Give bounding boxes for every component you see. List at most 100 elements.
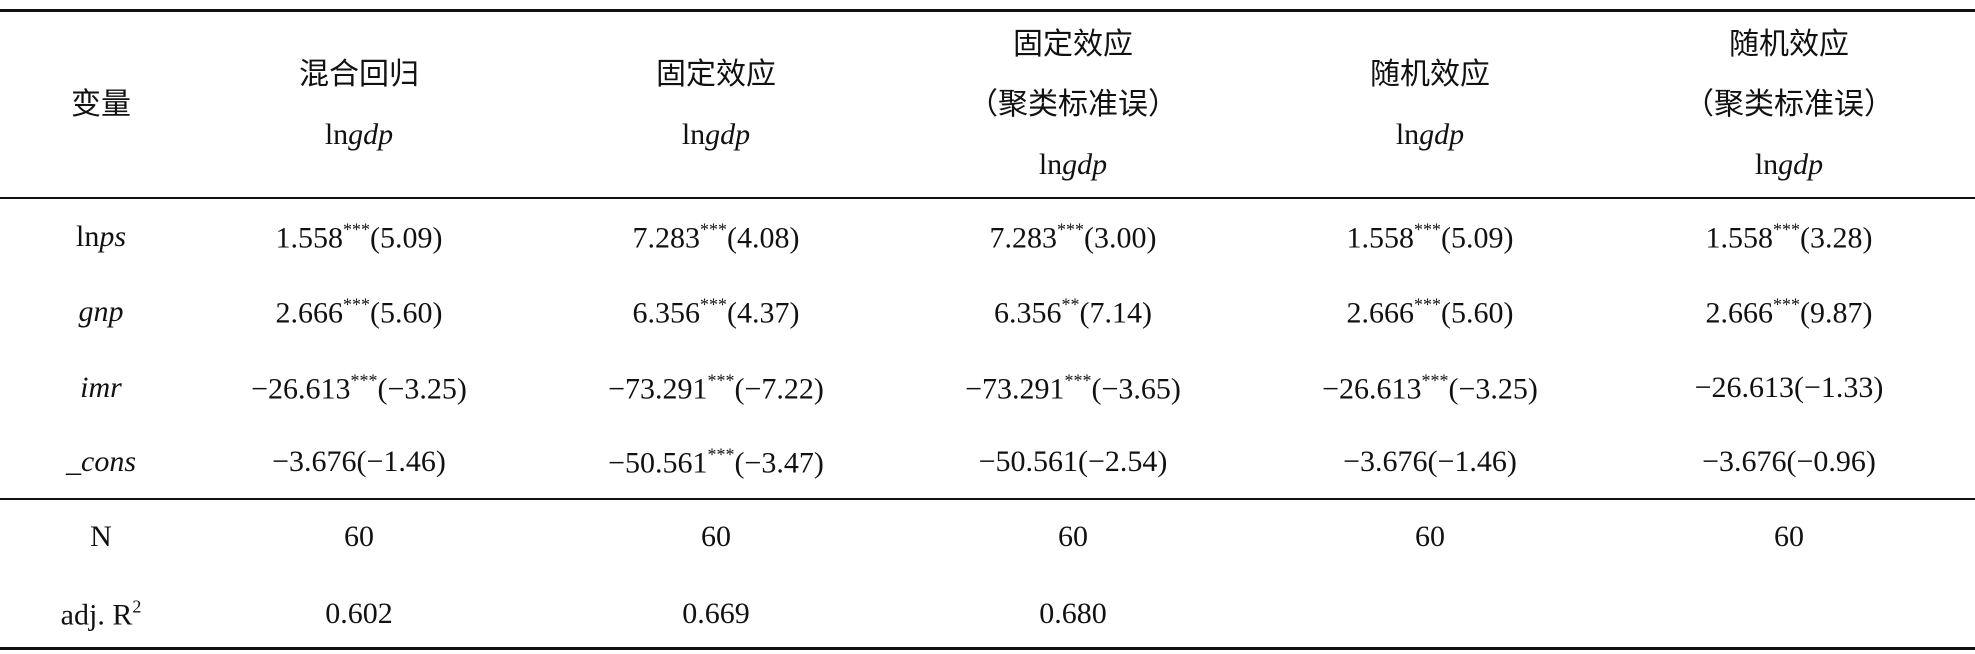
significance-stars: *** [707,444,735,465]
var-italic: gnp [78,295,124,328]
header-line: 随机效应 [1729,30,1849,60]
var-prefix: ln [1754,148,1779,181]
coefficient-cell: −73.291***(−3.65) [965,372,1181,405]
stat-value-text: 0.602 [325,597,393,630]
stat-value: 0.669 [682,599,750,629]
stat-label: N [90,522,112,552]
stat-value-text: 60 [701,520,731,553]
header-text: 混合回归 [299,58,419,91]
t-statistic: (7.14) [1079,296,1152,330]
header-text: 固定效应 [1013,28,1133,61]
significance-stars: *** [707,370,735,391]
t-statistic: (3.00) [1084,221,1157,255]
coefficient: 6.356 [632,296,701,330]
coefficient: 7.283 [989,221,1058,255]
var-prefix: ln [1038,148,1063,181]
significance-stars: *** [343,294,371,315]
stat-value: 60 [701,522,731,552]
stat-value-text: 0.680 [1039,597,1107,630]
stat-label-sup: 2 [132,596,142,617]
t-statistic: (−2.54) [1078,445,1168,478]
header-text: 随机效应 [1370,58,1490,91]
stat-label-text: adj. R [60,598,133,632]
var-italic: gdp [1778,148,1824,181]
var-prefix: ln [681,118,706,151]
mid-rule [0,498,1975,500]
coefficient: −26.613 [1694,371,1795,404]
significance-stars: *** [1773,294,1801,315]
coefficient-cell: −26.613***(−3.25) [1322,372,1538,405]
t-statistic: (−3.25) [377,372,467,406]
t-statistic: (5.60) [370,296,443,330]
coefficient-cell: 1.558***(5.09) [276,221,443,254]
coefficient-cell: −3.676(−1.46) [1343,447,1517,477]
coefficient-cell: 2.666***(9.87) [1706,296,1873,329]
coefficient: −73.291 [608,372,708,406]
header-text: 固定效应 [656,58,776,91]
stat-value-text: 60 [344,520,374,553]
var-italic: imr [80,371,122,404]
var-italic: gdp [348,118,394,151]
significance-stars: ** [1061,294,1080,315]
t-statistic: (5.09) [1441,221,1514,255]
header-text: （聚类标准误） [968,88,1178,121]
t-statistic: (−1.33) [1794,371,1884,404]
t-statistic: (5.09) [370,221,443,255]
stat-value: 60 [344,522,374,552]
stat-value: 0.602 [325,599,393,629]
coefficient-cell: 6.356***(4.37) [633,296,800,329]
coefficient-cell: −50.561***(−3.47) [608,446,824,479]
stat-value: 60 [1058,522,1088,552]
coefficient-cell: 7.283***(3.00) [990,221,1157,254]
var-prefix: ln [75,220,100,253]
coefficient: −3.676 [272,445,357,478]
stat-value: 0.680 [1039,599,1107,629]
coefficient: 1.558 [1705,221,1774,255]
var-italic: gdp [705,118,751,151]
header-line: （聚类标准误） [968,90,1178,120]
significance-stars: *** [343,219,371,240]
var-prefix: ln [324,118,349,151]
stat-label-text: N [90,520,112,553]
coefficient-cell: 1.558***(3.28) [1706,221,1873,254]
coefficient: −26.613 [251,372,351,406]
header-rule [0,197,1975,199]
header-line: 随机效应 [1370,60,1490,90]
header-text: 随机效应 [1729,28,1849,61]
coefficient-cell: −50.561(−2.54) [979,447,1168,477]
t-statistic: (−3.47) [734,446,824,480]
header-line: 变量 [71,90,131,120]
t-statistic: (3.28) [1800,221,1873,255]
dependent-variable: lngdp [325,120,393,150]
coefficient: −50.561 [978,445,1079,478]
coefficient: −73.291 [965,372,1065,406]
dependent-variable: lngdp [1396,120,1464,150]
header-line: 固定效应 [1013,30,1133,60]
stat-label: adj. R2 [61,598,142,631]
coefficient: 1.558 [1346,221,1415,255]
coefficient-cell: 7.283***(4.08) [633,221,800,254]
t-statistic: (−1.46) [356,445,446,478]
dependent-variable: lngdp [682,120,750,150]
coefficient: −3.676 [1702,445,1787,478]
coefficient-cell: −73.291***(−7.22) [608,372,824,405]
coefficient: 1.558 [275,221,344,255]
var-italic: ps [99,220,127,253]
variable-name: _cons [66,447,136,477]
var-prefix: ln [1395,118,1420,151]
variable-name: gnp [79,297,124,327]
significance-stars: *** [350,370,378,391]
stat-value-text: 60 [1058,520,1088,553]
var-italic: gdp [1419,118,1465,151]
coefficient-cell: 1.558***(5.09) [1347,221,1514,254]
stat-value-text: 60 [1415,520,1445,553]
coefficient: −50.561 [608,446,708,480]
coefficient-cell: 2.666***(5.60) [1347,296,1514,329]
t-statistic: (4.37) [727,296,800,330]
var-italic: gdp [1062,148,1108,181]
coefficient: 2.666 [1705,296,1774,330]
coefficient: −26.613 [1322,372,1422,406]
stat-value-text: 60 [1774,520,1804,553]
t-statistic: (−3.25) [1448,372,1538,406]
